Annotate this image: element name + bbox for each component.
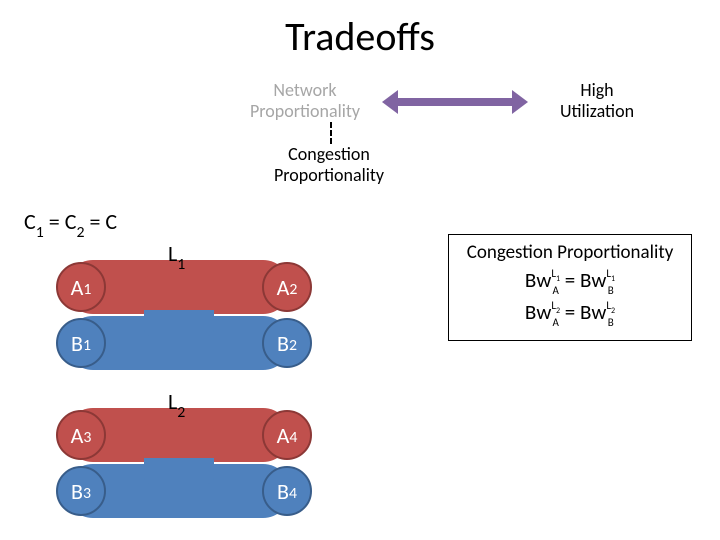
eq-eq1: = <box>49 208 60 235</box>
formula-header: Congestion Proportionality <box>455 241 685 264</box>
node-a2: A2 <box>262 262 312 312</box>
network-diagram: L1 A1 A2 B1 B2 L2 A3 A4 B3 B4 <box>24 236 384 526</box>
link1-center-block <box>144 272 214 344</box>
f1-sub-a: A <box>552 285 558 296</box>
b2-s: 2 <box>289 336 297 355</box>
node-b2: B2 <box>262 318 312 368</box>
b2-l: B <box>277 330 289 357</box>
net-prop-l1: Network <box>273 79 336 101</box>
congestion-proportionality-label: Congestion Proportionality <box>244 144 414 185</box>
node-a3: A3 <box>56 410 106 460</box>
slide-title: Tradeoffs <box>0 12 720 61</box>
a3-l: A <box>71 422 84 449</box>
f2-sub-b: B <box>608 317 614 328</box>
a2-l: A <box>277 274 290 301</box>
f1-sup-ls: 1 <box>556 274 560 284</box>
link2-label: L2 <box>168 388 185 419</box>
l1-sub: 1 <box>177 255 185 274</box>
f2-sup-ls: 2 <box>556 306 560 316</box>
f2-sub-a: A <box>552 317 558 328</box>
dashed-tick <box>330 122 332 144</box>
arrow-right-head <box>512 90 528 114</box>
high-util-l2: Utilization <box>560 100 634 122</box>
node-a4: A4 <box>262 410 312 460</box>
congestion-proportionality-box: Congestion Proportionality BwL1A = BwL1B… <box>448 234 692 341</box>
node-b4: B4 <box>262 466 312 516</box>
tension-region: Network Proportionality High Utilization… <box>232 80 652 190</box>
a4-l: A <box>277 422 290 449</box>
bw-b-2: Bw <box>580 299 606 325</box>
a1-l: A <box>71 274 84 301</box>
bw-a-2: Bw <box>525 299 551 325</box>
a3-s: 3 <box>83 428 91 447</box>
b1-s: 1 <box>83 336 91 355</box>
bw-a-1: Bw <box>525 267 551 293</box>
network-proportionality-label: Network Proportionality <box>232 80 378 121</box>
link2-center-block <box>144 420 214 492</box>
link1-label: L1 <box>168 240 185 271</box>
net-prop-l2: Proportionality <box>250 100 360 122</box>
l2-letter: L <box>168 388 177 415</box>
b3-l: B <box>71 478 83 505</box>
node-a1: A1 <box>56 262 106 312</box>
l2-sub: 2 <box>177 403 185 422</box>
bw-b-1: Bw <box>580 267 606 293</box>
high-util-l1: High <box>580 79 613 101</box>
b1-l: B <box>71 330 83 357</box>
eq-eq2: = <box>89 208 100 235</box>
high-utilization-label: High Utilization <box>542 80 652 121</box>
formula-line-2: BwL2A = BwL2B <box>455 300 685 328</box>
node-b1: B1 <box>56 318 106 368</box>
b4-l: B <box>277 478 289 505</box>
a1-s: 1 <box>83 280 91 299</box>
cong-prop-l2: Proportionality <box>274 164 384 186</box>
a4-s: 4 <box>289 428 297 447</box>
b3-s: 3 <box>83 484 91 503</box>
eq-c1: C <box>24 208 36 235</box>
f1-sub-b: B <box>608 285 614 296</box>
eq-c3: C <box>105 208 117 235</box>
tradeoff-arrow <box>382 90 528 114</box>
f1b-sup-ls: 1 <box>611 274 615 284</box>
f2b-sup-ls: 2 <box>611 306 615 316</box>
capacity-equation: C1 = C2 = C <box>24 208 117 239</box>
f2-eq: = <box>565 299 575 325</box>
node-b3: B3 <box>56 466 106 516</box>
formula-line-1: BwL1A = BwL1B <box>455 268 685 296</box>
f1-eq: = <box>565 267 575 293</box>
b4-s: 4 <box>289 484 297 503</box>
l1-letter: L <box>168 240 177 267</box>
eq-c2: C <box>65 208 77 235</box>
arrow-shaft <box>396 98 514 106</box>
cong-prop-l1: Congestion <box>288 143 370 165</box>
a2-s: 2 <box>289 280 297 299</box>
